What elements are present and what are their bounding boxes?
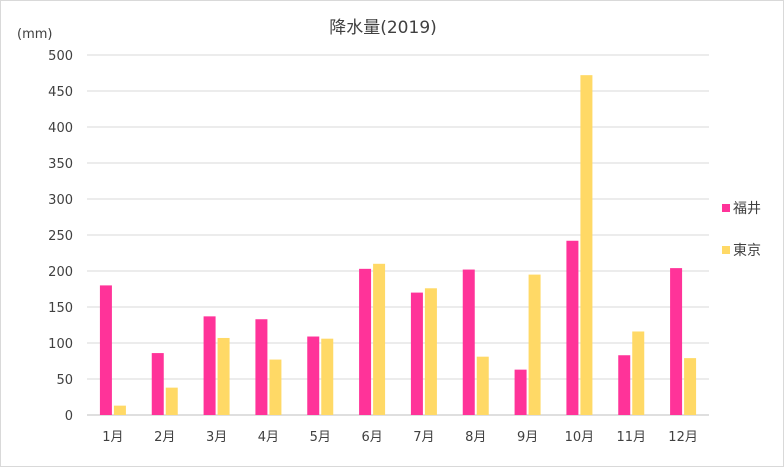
y-tick-label: 350: [48, 157, 73, 172]
bar-series1: [359, 268, 372, 415]
bar-series2: [217, 337, 230, 415]
x-tick-label: 8月: [465, 430, 486, 445]
bar-series2: [424, 288, 437, 415]
bar-series2: [684, 358, 697, 415]
y-tick-label: 400: [48, 121, 73, 136]
x-tick-label: 10月: [565, 430, 595, 445]
bar-series2: [113, 405, 126, 415]
x-tick-label: 1月: [102, 430, 123, 445]
y-tick-label: 450: [48, 85, 73, 100]
bar-series2: [476, 356, 489, 415]
x-tick-label: 3月: [206, 430, 227, 445]
bar-series1: [203, 316, 216, 415]
bars: [99, 75, 697, 415]
x-tick-label: 11月: [616, 430, 646, 445]
bar-series1: [307, 336, 320, 415]
y-axis-ticks: 0 50 100 150 200 250 300 350 400 450 500: [48, 49, 73, 424]
bar-series2: [528, 274, 541, 415]
x-tick-label: 9月: [517, 430, 538, 445]
y-tick-label: 0: [65, 409, 73, 424]
bar-series1: [410, 292, 423, 415]
x-tick-label: 4月: [258, 430, 279, 445]
bar-series2: [269, 359, 282, 415]
x-axis-ticks: 1月 2月 3月 4月 5月 6月 7月 8月 9月 10月 11月 12月: [102, 430, 698, 445]
bar-series1: [255, 319, 268, 415]
y-tick-label: 200: [48, 265, 73, 280]
legend-swatch: [722, 246, 730, 254]
bar-series2: [373, 263, 386, 415]
bar-series1: [462, 269, 475, 415]
legend-label: 東京: [733, 243, 761, 259]
x-tick-label: 7月: [413, 430, 434, 445]
y-tick-label: 100: [48, 337, 73, 352]
bar-series2: [632, 331, 645, 415]
gridlines: [87, 54, 709, 416]
x-tick-label: 5月: [310, 430, 331, 445]
legend-swatch: [722, 204, 730, 212]
bar-series1: [618, 355, 631, 415]
y-tick-label: 250: [48, 229, 73, 244]
bar-series2: [321, 338, 334, 415]
chart-title: 降水量(2019): [329, 18, 437, 38]
legend-label: 福井: [733, 201, 761, 217]
y-tick-label: 500: [48, 49, 73, 64]
y-tick-label: 50: [56, 373, 73, 388]
bar-series1: [566, 240, 579, 415]
x-tick-label: 6月: [361, 430, 382, 445]
bar-series1: [514, 369, 527, 415]
y-axis-unit-label: (mm): [17, 27, 52, 42]
bar-series1: [151, 353, 164, 415]
x-tick-label: 2月: [154, 430, 175, 445]
bar-series2: [165, 387, 178, 415]
y-tick-label: 300: [48, 193, 73, 208]
bar-series1: [670, 268, 683, 415]
bar-series2: [580, 75, 593, 415]
x-tick-label: 12月: [668, 430, 698, 445]
bar-series1: [99, 285, 112, 415]
y-tick-label: 150: [48, 301, 73, 316]
